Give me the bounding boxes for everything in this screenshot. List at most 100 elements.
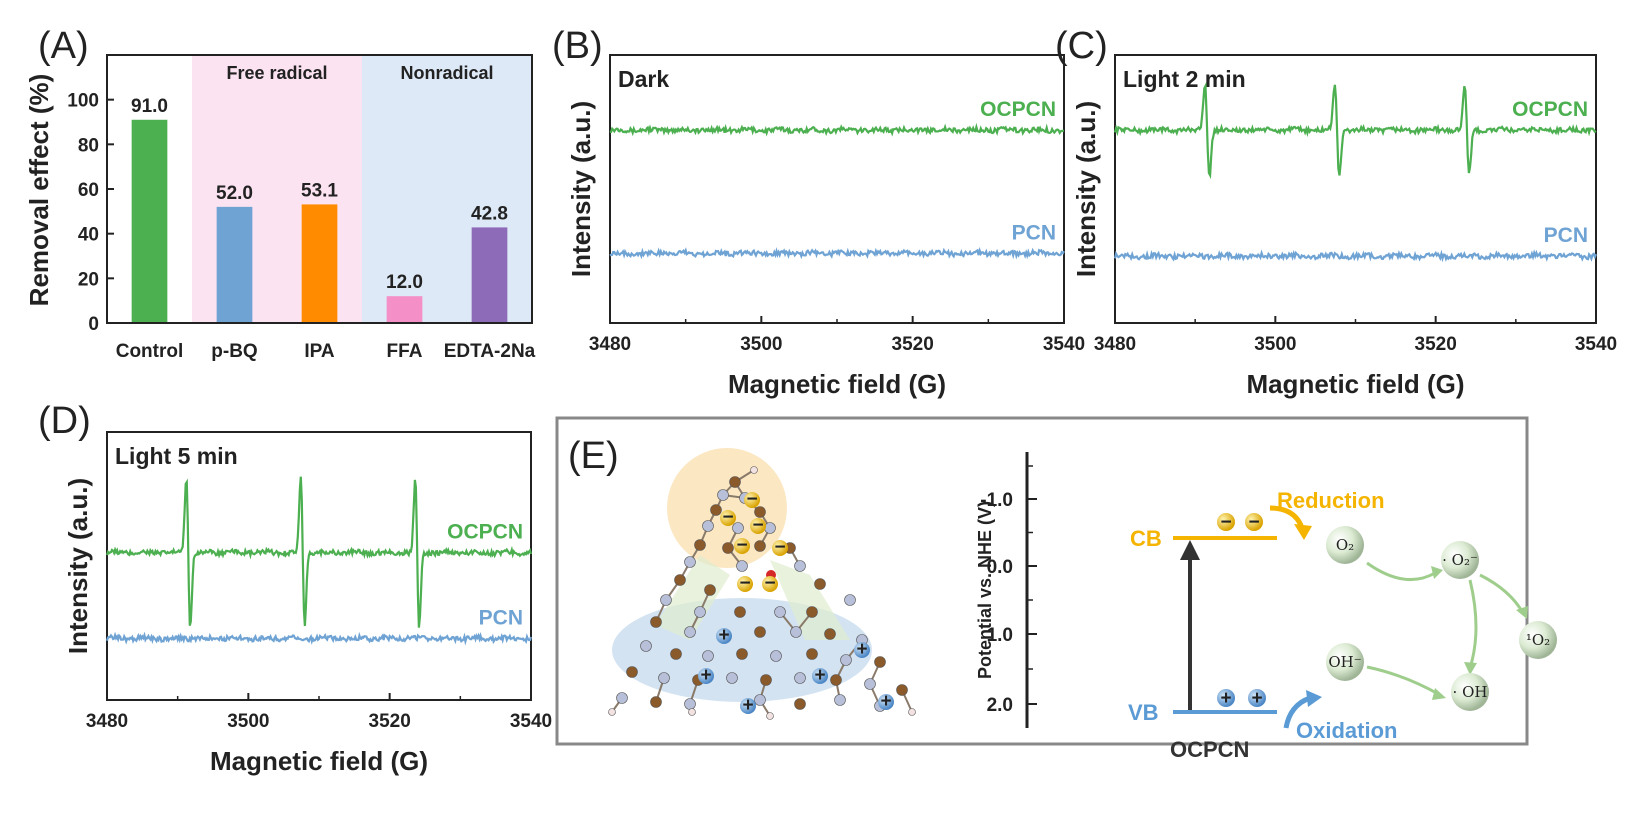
superoxide-label: · O₂⁻: [1442, 551, 1478, 569]
nitrogen-atom: [640, 640, 652, 652]
hydrogen-atom: [608, 708, 616, 716]
epr-spectrum-light-5min: 3480 3500 3520 3540 Magnetic field (G) Intens…: [63, 431, 552, 776]
series-ocpcn-line: [105, 476, 533, 628]
series-label: OCPCN: [447, 521, 523, 544]
carbon-atom: [806, 606, 818, 618]
nitrogen-atom: [702, 650, 714, 662]
mechanism-schematic: −− −− −−−++ ++++ -1.00.01.02.0 Potential vs…: [555, 416, 1557, 762]
hydroxide-label: OH⁻: [1328, 653, 1361, 671]
condition-label: Light 5 min: [115, 443, 238, 469]
bar: [131, 119, 168, 324]
hydroxyl-label: · OH: [1453, 683, 1488, 701]
condition-label: Light 2 min: [1123, 66, 1246, 92]
hydrogen-atom: [750, 466, 758, 474]
bar-value-label: 52.0: [216, 183, 253, 204]
nitrogen-atom: [840, 654, 852, 666]
carbon-atom: [722, 542, 734, 554]
hydroxide-sphere: [1326, 643, 1364, 681]
carbon-atom: [874, 656, 886, 668]
superoxide-sphere: [1441, 541, 1479, 579]
flow-arrowhead: [1431, 566, 1443, 579]
oxidation-label: Oxidation: [1296, 718, 1397, 743]
nitrogen-atom: [790, 626, 802, 638]
carbon-atom: [824, 628, 836, 640]
flow-arrowhead: [1464, 662, 1477, 675]
hole: [812, 668, 828, 684]
reduction-label: Reduction: [1277, 488, 1385, 513]
singlet-oxygen-label: ¹O₂: [1526, 631, 1550, 649]
x-tick-label: 3480: [1094, 334, 1136, 355]
x-tick-label: 3540: [1043, 334, 1085, 355]
nitrogen-atom: [732, 522, 744, 534]
bar: [386, 296, 423, 323]
panel-label-a: (A): [38, 25, 89, 67]
carbon-atom: [806, 648, 818, 660]
flow-arrow: [1366, 561, 1436, 581]
bar-value-label: 42.8: [471, 203, 508, 224]
carbon-atom: [710, 504, 722, 516]
electron-symbol: −: [752, 515, 763, 536]
potential-tick-label: 2.0: [987, 695, 1013, 716]
oxidation-arrowhead: [1306, 690, 1322, 707]
nitrogen-atom: [864, 678, 876, 690]
carbon-atom: [736, 648, 748, 660]
nitrogen-atom: [764, 522, 776, 534]
carbon-atom: [896, 684, 908, 696]
nitrogen-atom: [684, 698, 696, 710]
y-tick-label: 0: [88, 314, 99, 335]
y-axis-title: Intensity (a.u.): [1071, 101, 1101, 277]
panel-label-d: (D): [38, 400, 91, 442]
panel-label-c: (C): [1055, 25, 1108, 67]
flow-arrow: [1468, 579, 1478, 669]
nitrogen-atom: [694, 606, 706, 618]
hole: [716, 628, 732, 644]
carbon-atom: [814, 578, 826, 590]
panel-label-b: (B): [552, 25, 603, 67]
category-label: Control: [116, 341, 184, 362]
molecular-structure-illustration: −− −− −−−++ ++++: [608, 448, 916, 720]
band-diagram: -1.0 0.0 1.0 2.0 Potential vs. NHE (V) CB V…: [975, 452, 1557, 762]
series-label: PCN: [1544, 224, 1588, 247]
carbon-atom: [754, 506, 766, 518]
electron-symbol: −: [1220, 512, 1231, 533]
nitrogen-atom: [726, 672, 738, 684]
nitrogen-atom: [684, 626, 696, 638]
y-ticks: 0 20 40 60 80 100: [67, 91, 114, 335]
nitrogen-atom: [702, 520, 714, 532]
category-label: p-BQ: [211, 341, 257, 362]
nitrogen-atom: [844, 594, 856, 606]
epr-spectrum-light-2min: 3480 3500 3520 3540 Magnetic field (G) Intens…: [1071, 54, 1617, 399]
hole: [1248, 689, 1266, 707]
hole: [698, 668, 714, 684]
nitrogen-atom: [774, 606, 786, 618]
carbon-atom: [650, 616, 662, 628]
series-pcn-line: [609, 246, 1065, 260]
plot-frame: [106, 431, 532, 701]
y-tick-label: 40: [78, 225, 99, 246]
x-tick-label: 3500: [740, 334, 782, 355]
series-label: OCPCN: [980, 98, 1056, 121]
series-label: PCN: [479, 606, 523, 629]
hole: [740, 698, 756, 714]
x-tick-label: 3520: [369, 711, 411, 732]
excitation-arrowhead: [1180, 540, 1200, 560]
bars: 91.0 Control 52.0 p-BQ 53.1 IPA 12.0 FFA 42.8 EDT…: [116, 96, 536, 362]
hydrogen-atom: [908, 708, 916, 716]
x-tick-label: 3540: [510, 711, 552, 732]
electron: [1217, 513, 1235, 531]
hole-symbol: +: [880, 691, 891, 712]
epr-spectrum-dark: 3480 3500 3520 3540 Magnetic field (G) Intens…: [566, 54, 1085, 399]
electron: [762, 576, 778, 592]
bar: [301, 204, 338, 323]
plot-frame: [609, 54, 1065, 324]
electron: [737, 576, 753, 592]
vb-label: VB: [1128, 700, 1159, 725]
electron-symbol: −: [739, 573, 750, 594]
series-ocpcn-line: [609, 122, 1065, 137]
electron: [750, 518, 766, 534]
hole: [1217, 689, 1235, 707]
carbon-atom: [760, 674, 772, 686]
electron-symbol: −: [736, 535, 747, 556]
flow-arrowhead: [1516, 606, 1528, 619]
